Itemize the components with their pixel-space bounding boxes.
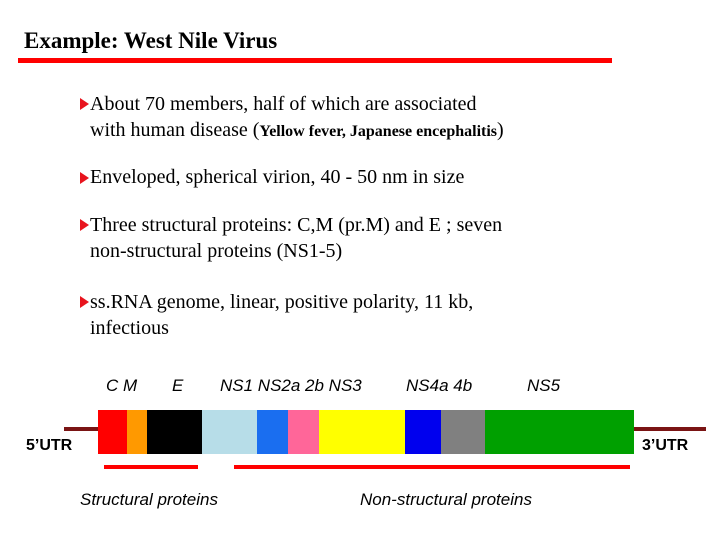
segment-ns3 <box>319 410 405 454</box>
utr-5-line <box>64 427 100 431</box>
segment-c <box>98 410 127 454</box>
bullet-arrow-icon <box>80 296 89 308</box>
segment-e <box>147 410 202 454</box>
utr-3-line <box>634 427 706 431</box>
bullet-3-line-1: Three structural proteins: C,M (pr.M) an… <box>90 214 503 236</box>
bullet-1-line-2: with human disease (Yellow fever, Japane… <box>90 117 504 145</box>
segment-ns2b <box>288 410 319 454</box>
bullet-2: Enveloped, spherical virion, 40 - 50 nm … <box>90 164 464 190</box>
segment-ns5 <box>485 410 634 454</box>
nonstructural-proteins-label: Non-structural proteins <box>360 490 532 509</box>
slide-title: Example: West Nile Virus <box>24 28 278 53</box>
bullet-1: About 70 members, half of which are asso… <box>90 91 504 145</box>
gene-label-ns1-ns3: NS1 NS2a 2b NS3 <box>220 376 362 395</box>
segment-ns2a <box>257 410 288 454</box>
bullet-2-line-1: Enveloped, spherical virion, 40 - 50 nm … <box>90 166 465 188</box>
bullet-4-line-1: ss.RNA genome, linear, positive polarity… <box>90 291 474 313</box>
gene-label-ns5: NS5 <box>527 376 561 395</box>
segment-ns1 <box>202 410 257 454</box>
title-underline <box>18 58 612 63</box>
bullet-1-examples: Yellow fever, Japanese encephalitis <box>259 123 498 140</box>
structural-bracket <box>104 465 198 469</box>
bullet-3-line-2: non-structural proteins (NS1-5) <box>90 240 343 262</box>
bullet-4: ss.RNA genome, linear, positive polarity… <box>90 289 473 341</box>
gene-label-cm: C M <box>106 376 138 395</box>
bullet-1-line-2-b: ) <box>497 119 504 141</box>
bullet-1-line-2-a: with human disease ( <box>90 119 260 141</box>
bullet-arrow-icon <box>80 98 89 110</box>
bullet-4-line-2: infectious <box>90 317 169 339</box>
utr-3-label: 3’UTR <box>642 437 689 454</box>
bullet-arrow-icon <box>80 172 89 184</box>
utr-5-label: 5’UTR <box>26 437 73 454</box>
gene-label-ns4: NS4a 4b <box>406 376 473 395</box>
bullet-3: Three structural proteins: C,M (pr.M) an… <box>90 212 502 264</box>
structural-proteins-label: Structural proteins <box>80 490 218 509</box>
gene-label-e: E <box>172 376 184 395</box>
bullet-1-line-1: About 70 members, half of which are asso… <box>90 93 477 115</box>
segment-ns4b <box>441 410 485 454</box>
bullet-arrow-icon <box>80 219 89 231</box>
nonstructural-bracket <box>234 465 630 469</box>
segment-ns4a <box>405 410 441 454</box>
segment-m <box>127 410 147 454</box>
